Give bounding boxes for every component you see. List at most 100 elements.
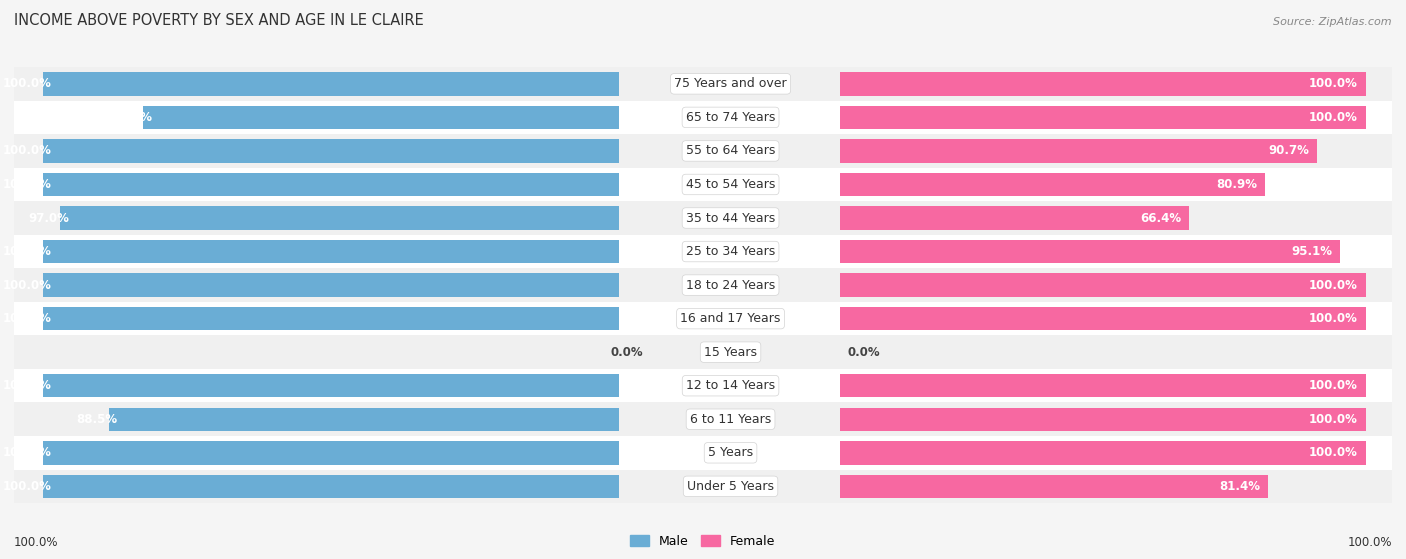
Bar — [42, 374, 619, 397]
Bar — [0, 235, 1406, 268]
Text: 100.0%: 100.0% — [1309, 413, 1358, 426]
Bar — [839, 173, 1265, 196]
Bar — [0, 302, 1406, 335]
Bar — [0, 201, 907, 235]
Text: 100.0%: 100.0% — [1309, 77, 1358, 91]
Bar — [0, 436, 1406, 470]
Bar — [0, 134, 907, 168]
Bar — [839, 139, 1316, 163]
Bar — [0, 402, 1406, 436]
Text: 5 Years: 5 Years — [709, 446, 754, 459]
Text: 0.0%: 0.0% — [610, 345, 643, 359]
Text: Source: ZipAtlas.com: Source: ZipAtlas.com — [1274, 17, 1392, 27]
Bar — [0, 369, 907, 402]
Bar — [42, 139, 619, 163]
Text: 75 Years and over: 75 Years and over — [675, 77, 787, 91]
Bar — [0, 402, 907, 436]
Bar — [42, 307, 619, 330]
Bar — [0, 268, 907, 302]
Bar — [0, 134, 1406, 168]
Text: 100.0%: 100.0% — [3, 379, 52, 392]
Bar — [839, 307, 1365, 330]
Text: 80.9%: 80.9% — [1216, 178, 1257, 191]
Bar — [0, 168, 1406, 201]
Bar — [576, 268, 1406, 302]
Text: 25 to 34 Years: 25 to 34 Years — [686, 245, 775, 258]
Bar — [0, 67, 907, 101]
Text: 90.7%: 90.7% — [1268, 144, 1309, 158]
Text: 55 to 64 Years: 55 to 64 Years — [686, 144, 775, 158]
Bar — [576, 302, 1406, 335]
Bar — [42, 441, 619, 465]
Bar — [0, 168, 907, 201]
Text: 95.1%: 95.1% — [1291, 245, 1331, 258]
Bar — [576, 369, 1406, 402]
Text: 100.0%: 100.0% — [14, 536, 59, 549]
Text: 100.0%: 100.0% — [3, 77, 52, 91]
Bar — [839, 273, 1365, 297]
Bar — [0, 67, 1406, 101]
Bar — [576, 436, 1406, 470]
Bar — [576, 335, 1406, 369]
Text: 82.6%: 82.6% — [111, 111, 152, 124]
Text: 45 to 54 Years: 45 to 54 Years — [686, 178, 775, 191]
Bar — [839, 441, 1365, 465]
Bar — [839, 240, 1340, 263]
Bar — [576, 134, 1406, 168]
Bar — [576, 235, 1406, 268]
Bar — [0, 268, 1406, 302]
Text: 18 to 24 Years: 18 to 24 Years — [686, 278, 775, 292]
Text: 100.0%: 100.0% — [1309, 278, 1358, 292]
Text: 0.0%: 0.0% — [848, 345, 880, 359]
Bar — [839, 374, 1365, 397]
Text: 100.0%: 100.0% — [1309, 379, 1358, 392]
Bar — [42, 475, 619, 498]
Bar — [42, 240, 619, 263]
Text: 35 to 44 Years: 35 to 44 Years — [686, 211, 775, 225]
Bar — [0, 470, 907, 503]
Text: 65 to 74 Years: 65 to 74 Years — [686, 111, 775, 124]
Text: Under 5 Years: Under 5 Years — [688, 480, 775, 493]
Bar — [0, 369, 1406, 402]
Text: 100.0%: 100.0% — [1309, 312, 1358, 325]
Bar — [143, 106, 619, 129]
Bar — [0, 470, 1406, 503]
Bar — [42, 173, 619, 196]
Text: 97.0%: 97.0% — [28, 211, 69, 225]
Text: 6 to 11 Years: 6 to 11 Years — [690, 413, 770, 426]
Text: 12 to 14 Years: 12 to 14 Years — [686, 379, 775, 392]
Text: 100.0%: 100.0% — [1309, 446, 1358, 459]
Text: 81.4%: 81.4% — [1219, 480, 1260, 493]
Bar — [576, 402, 1406, 436]
Bar — [839, 206, 1189, 230]
Bar — [42, 72, 619, 96]
Bar — [576, 67, 1406, 101]
Text: 100.0%: 100.0% — [1347, 536, 1392, 549]
Bar — [576, 470, 1406, 503]
Text: 66.4%: 66.4% — [1140, 211, 1181, 225]
Bar — [839, 106, 1365, 129]
Bar — [576, 201, 1406, 235]
Bar — [0, 302, 907, 335]
Text: INCOME ABOVE POVERTY BY SEX AND AGE IN LE CLAIRE: INCOME ABOVE POVERTY BY SEX AND AGE IN L… — [14, 13, 423, 28]
Bar — [839, 475, 1268, 498]
Bar — [60, 206, 619, 230]
Text: 100.0%: 100.0% — [3, 480, 52, 493]
Bar — [0, 235, 907, 268]
Text: 100.0%: 100.0% — [3, 312, 52, 325]
Text: 16 and 17 Years: 16 and 17 Years — [681, 312, 780, 325]
Bar — [576, 168, 1406, 201]
Bar — [0, 101, 1406, 134]
Text: 100.0%: 100.0% — [3, 178, 52, 191]
Bar — [0, 201, 1406, 235]
Bar — [0, 101, 907, 134]
Text: 15 Years: 15 Years — [704, 345, 756, 359]
Bar — [42, 273, 619, 297]
Bar — [0, 436, 907, 470]
Text: 100.0%: 100.0% — [3, 144, 52, 158]
Bar — [839, 408, 1365, 431]
Text: 100.0%: 100.0% — [3, 278, 52, 292]
Bar — [839, 72, 1365, 96]
Text: 100.0%: 100.0% — [3, 446, 52, 459]
Text: 88.5%: 88.5% — [77, 413, 118, 426]
